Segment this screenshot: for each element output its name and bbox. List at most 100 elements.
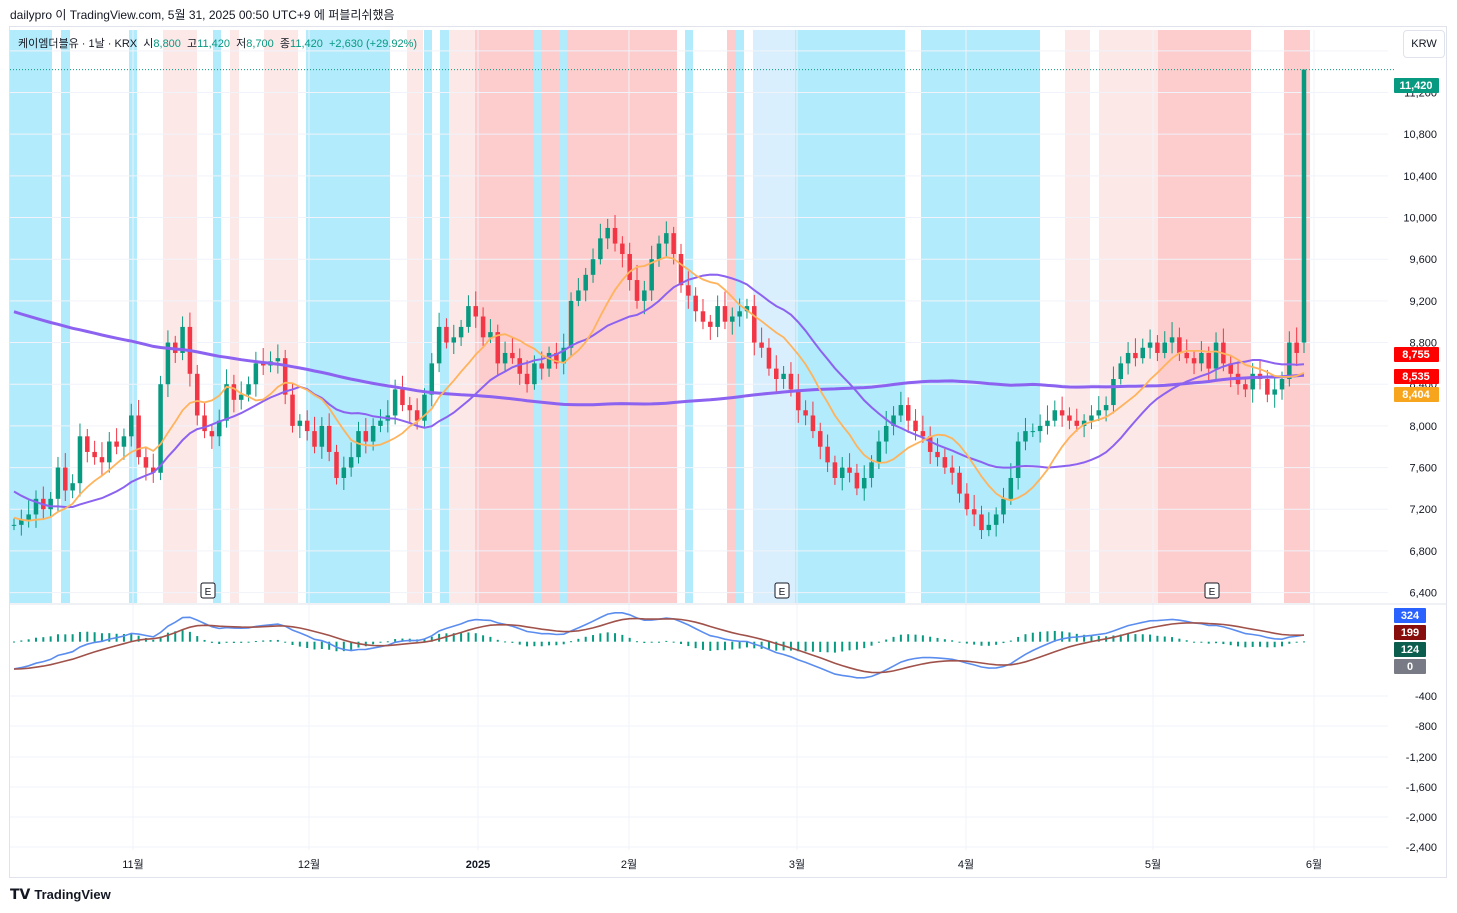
candle-body bbox=[898, 405, 904, 416]
macd-hist-bar bbox=[218, 641, 221, 645]
macd-hist-bar bbox=[130, 633, 133, 642]
candle-body bbox=[297, 420, 303, 426]
candle-body bbox=[26, 514, 31, 520]
macd-hist-bar bbox=[423, 638, 426, 642]
macd-hist-bar bbox=[1193, 641, 1196, 643]
currency-button[interactable]: KRW bbox=[1403, 30, 1445, 58]
macd-hist-bar bbox=[166, 632, 169, 642]
y-tick-label: 10,400 bbox=[1403, 171, 1437, 183]
macd-tick-label: -2,000 bbox=[1406, 812, 1437, 824]
candle-body bbox=[290, 394, 295, 426]
macd-hist-bar bbox=[1251, 641, 1254, 647]
macd-hist-bar bbox=[1083, 634, 1086, 642]
price-label-text: 8,755 bbox=[1402, 349, 1430, 361]
earnings-marker: E bbox=[1209, 587, 1216, 598]
macd-hist-bar bbox=[188, 631, 191, 642]
macd-hist-bar bbox=[1149, 634, 1152, 642]
candle-body bbox=[466, 306, 471, 327]
macd-hist-bar bbox=[1215, 641, 1218, 644]
candle-body bbox=[275, 358, 281, 362]
macd-hist-bar bbox=[643, 641, 646, 644]
signal-band bbox=[534, 30, 541, 603]
macd-hist-bar bbox=[951, 640, 954, 642]
candle-body bbox=[1279, 379, 1285, 390]
macd-hist-bar bbox=[723, 641, 726, 651]
candle-body bbox=[627, 253, 632, 281]
signal-band bbox=[1099, 30, 1158, 603]
y-tick-label: 10,800 bbox=[1403, 129, 1437, 141]
macd-hist-bar bbox=[225, 641, 228, 643]
x-tick-label: 2월 bbox=[621, 858, 637, 871]
candle-body bbox=[1059, 410, 1065, 416]
macd-hist-bar bbox=[1053, 630, 1056, 642]
macd-hist-bar bbox=[1141, 634, 1144, 642]
candle-body bbox=[576, 290, 581, 301]
macd-hist-bar bbox=[108, 633, 111, 642]
macd-hist-bar bbox=[804, 641, 807, 652]
candle-body bbox=[63, 467, 68, 491]
macd-hist-bar bbox=[877, 641, 880, 643]
candle-body bbox=[473, 306, 479, 317]
candle-body bbox=[1243, 384, 1248, 390]
macd-hist-bar bbox=[64, 634, 67, 642]
macd-hist-bar bbox=[100, 633, 103, 642]
macd-hist-bar bbox=[1163, 636, 1166, 642]
candle-body bbox=[1074, 420, 1080, 426]
candle-body bbox=[436, 326, 442, 364]
candle-body bbox=[524, 373, 530, 385]
signal-band bbox=[685, 30, 693, 603]
macd-hist-bar bbox=[372, 641, 375, 645]
candle-body bbox=[510, 352, 515, 359]
macd-hist-bar bbox=[518, 641, 521, 645]
macd-hist-bar bbox=[152, 639, 155, 642]
macd-hist-bar bbox=[1097, 635, 1100, 642]
macd-hist-bar bbox=[687, 641, 690, 647]
macd-hist-bar bbox=[863, 641, 866, 649]
candle-body bbox=[656, 243, 662, 260]
macd-label-text: 0 bbox=[1407, 661, 1413, 673]
macd-hist-bar bbox=[599, 633, 602, 642]
legend-close: 11,420 bbox=[290, 38, 323, 50]
candle-body bbox=[1125, 352, 1131, 364]
earnings-marker: E bbox=[779, 587, 786, 598]
signal-band bbox=[264, 30, 298, 603]
candle-body bbox=[774, 368, 779, 380]
macd-hist-bar bbox=[93, 632, 96, 642]
macd-hist-bar bbox=[1002, 641, 1005, 644]
y-tick-label: 9,600 bbox=[1409, 254, 1437, 266]
candle-body bbox=[598, 238, 603, 260]
candle-body bbox=[737, 311, 742, 317]
macd-hist-bar bbox=[401, 638, 404, 642]
candle-body bbox=[766, 347, 772, 369]
macd-hist-bar bbox=[672, 641, 675, 643]
candle-body bbox=[180, 326, 185, 353]
y-tick-label: 7,600 bbox=[1409, 463, 1437, 475]
macd-hist-bar bbox=[797, 641, 800, 652]
macd-hist-bar bbox=[1178, 638, 1181, 642]
macd-hist-bar bbox=[210, 641, 213, 643]
candle-body bbox=[363, 431, 369, 442]
candle-body bbox=[1162, 342, 1167, 353]
candle-body bbox=[634, 280, 640, 301]
macd-hist-bar bbox=[328, 641, 331, 650]
candle-body bbox=[488, 332, 493, 338]
macd-hist-bar bbox=[848, 641, 851, 651]
candle-body bbox=[114, 441, 119, 447]
candle-body bbox=[238, 394, 244, 400]
signal-band bbox=[753, 30, 795, 603]
signal-band bbox=[163, 30, 197, 603]
macd-hist-bar bbox=[247, 641, 250, 643]
candle-body bbox=[642, 290, 647, 301]
macd-hist-bar bbox=[1090, 635, 1093, 642]
candle-body bbox=[847, 467, 852, 473]
candle-body bbox=[158, 384, 163, 473]
candle-body bbox=[854, 472, 860, 489]
macd-hist-bar bbox=[254, 641, 257, 643]
macd-hist-bar bbox=[555, 641, 558, 646]
candle-body bbox=[1081, 420, 1087, 426]
candle-body bbox=[451, 337, 457, 343]
macd-hist-bar bbox=[1134, 634, 1137, 642]
signal-band bbox=[1065, 30, 1090, 603]
candle-body bbox=[1301, 69, 1307, 343]
